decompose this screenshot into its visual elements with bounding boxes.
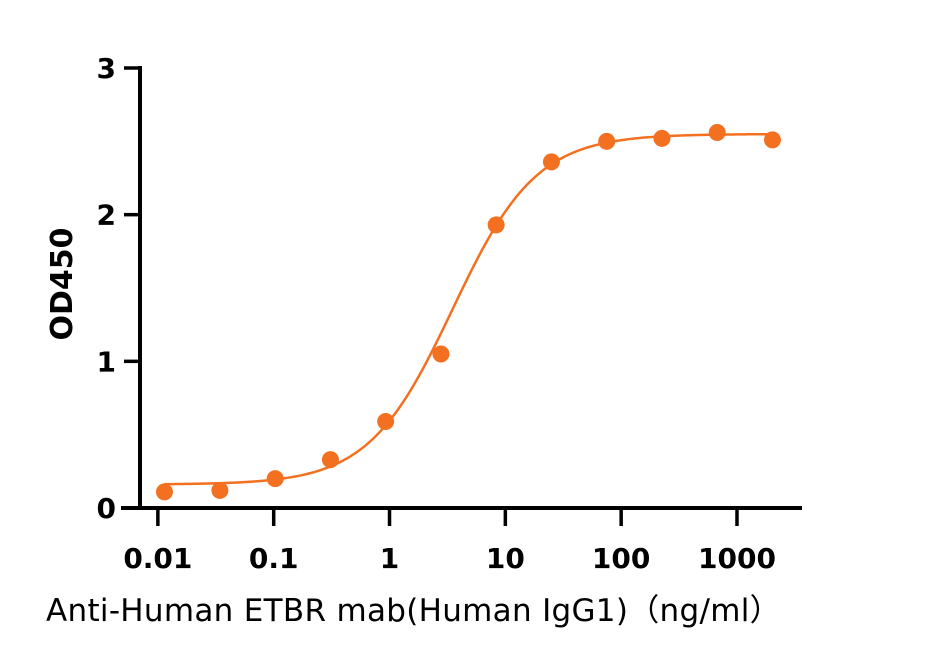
y-tick-label: 3 — [97, 52, 116, 85]
y-tick-label: 2 — [97, 199, 116, 232]
data-point — [487, 216, 505, 234]
x-tick-label: 1 — [380, 542, 399, 575]
data-point — [653, 129, 671, 147]
y-tick-label: 1 — [97, 345, 116, 378]
y-ticks: 0 1 2 3 — [97, 52, 140, 525]
x-tick-label: 1000 — [698, 542, 776, 575]
y-tick-label: 0 — [97, 492, 116, 525]
x-tick-label: 0.01 — [123, 542, 192, 575]
data-point — [432, 345, 450, 363]
axes — [121, 66, 802, 510]
data-points — [155, 124, 781, 501]
x-axis-title: Anti-Human ETBR mab(Human IgG1)（ng/ml） — [46, 593, 781, 629]
data-point — [211, 481, 229, 499]
x-tick-label: 0.1 — [249, 542, 299, 575]
data-point — [321, 451, 339, 469]
y-axis-title: OD450 — [45, 227, 80, 340]
x-tick-label: 10 — [486, 542, 525, 575]
data-point — [708, 124, 726, 142]
data-point — [155, 483, 173, 501]
data-point — [377, 412, 395, 430]
data-point — [542, 153, 560, 171]
x-tick-label: 100 — [592, 542, 650, 575]
x-ticks: 0.01 0.1 1 10 100 1000 — [123, 508, 776, 575]
data-point — [763, 131, 781, 149]
data-point — [266, 470, 284, 488]
fitted-curve — [164, 132, 773, 486]
data-point — [598, 132, 616, 150]
